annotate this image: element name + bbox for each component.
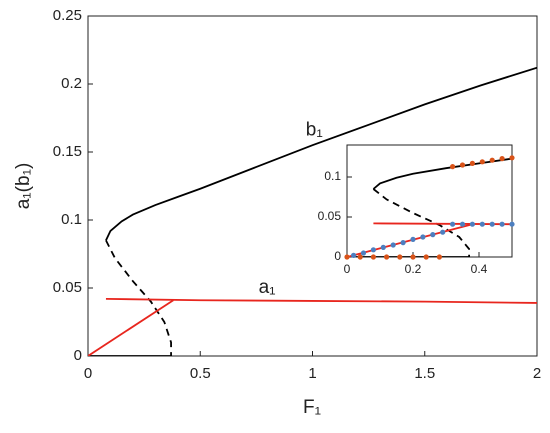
marker	[370, 254, 376, 260]
line	[347, 223, 473, 257]
x-tick-label: 0.5	[190, 365, 211, 382]
marker	[360, 250, 367, 256]
y-tick-label: 0.25	[53, 7, 82, 24]
x-axis-label: F₁	[303, 397, 321, 418]
y-tick-label: 0	[334, 249, 341, 263]
marker	[357, 254, 363, 260]
y-tick-label: 0.15	[53, 143, 82, 160]
marker	[479, 221, 485, 227]
x-tick-label: 1	[308, 365, 316, 382]
marker	[410, 254, 416, 260]
marker	[489, 221, 495, 227]
marker	[469, 160, 475, 166]
y-tick-label: 0	[74, 347, 82, 364]
x-tick-label: 0.4	[471, 262, 488, 276]
marker	[384, 254, 390, 260]
annotation: a₁	[259, 277, 276, 298]
marker	[459, 162, 466, 168]
plot-area	[346, 144, 513, 258]
inset-group	[347, 157, 512, 257]
marker	[380, 244, 386, 250]
x-tick-label: 1.5	[414, 365, 435, 382]
line	[373, 222, 512, 226]
marker	[499, 221, 505, 227]
line	[105, 66, 537, 241]
marker	[509, 155, 515, 161]
marker	[436, 254, 442, 260]
series-group	[88, 66, 537, 356]
marker	[423, 254, 429, 260]
y-tick-label: 0.05	[53, 279, 82, 296]
marker	[440, 229, 446, 235]
line	[88, 299, 174, 356]
y-tick-label: 0.05	[318, 209, 342, 223]
marker	[370, 247, 376, 253]
marker	[450, 221, 456, 227]
line	[105, 297, 537, 304]
marker	[400, 240, 406, 246]
y-tick-label: 0.2	[61, 75, 82, 92]
y-axis-label: a₁(b₁)	[13, 163, 34, 210]
line	[372, 188, 471, 257]
marker	[479, 159, 485, 165]
line	[372, 157, 512, 190]
marker	[459, 221, 466, 227]
x-tick-label: 0.2	[405, 262, 422, 276]
y-tick-label: 0.1	[61, 211, 82, 228]
marker	[450, 164, 456, 170]
annotation: b₁	[306, 119, 323, 140]
x-tick-label: 0	[84, 365, 92, 382]
marker	[469, 221, 475, 227]
marker	[390, 242, 396, 248]
y-tick-label: 0.1	[324, 169, 341, 183]
x-tick-label: 2	[533, 365, 541, 382]
marker	[351, 252, 357, 258]
marker	[397, 254, 403, 260]
marker	[430, 232, 436, 238]
marker	[420, 234, 426, 240]
marker	[410, 236, 416, 242]
line	[105, 239, 172, 356]
marker	[499, 156, 505, 162]
marker	[344, 254, 350, 260]
x-tick-label: 0	[344, 262, 351, 276]
marker	[509, 221, 515, 227]
marker	[489, 157, 495, 163]
